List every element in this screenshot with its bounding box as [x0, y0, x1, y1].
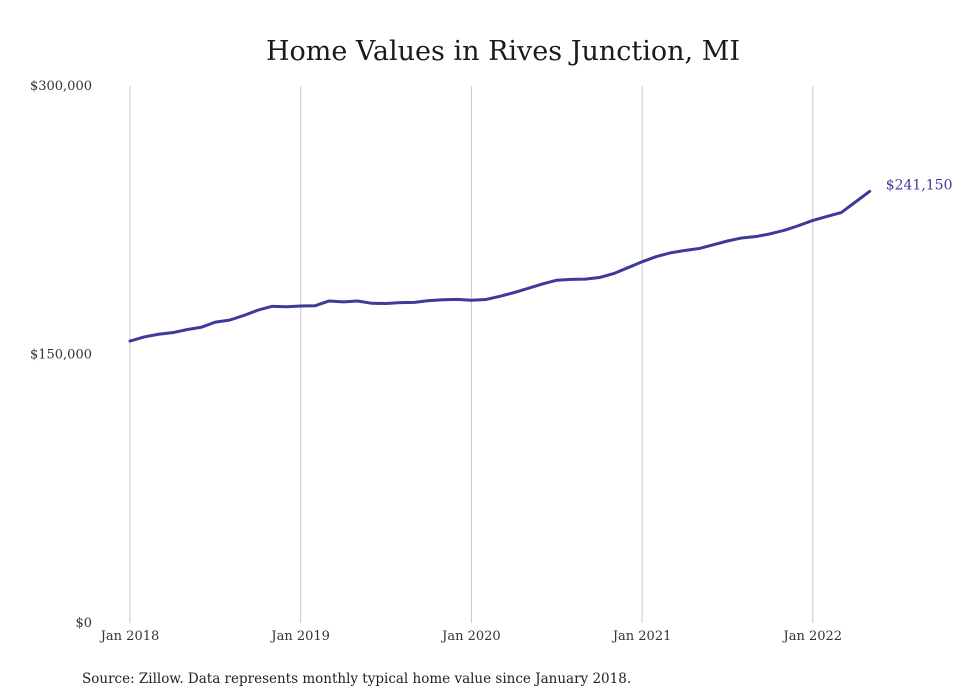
series-line — [128, 189, 872, 343]
y-tick-label: $0 — [75, 616, 92, 631]
x-axis-tick-labels: Jan 2018 Jan 2019 Jan 2020 Jan 2021 Jan 2022 — [99, 629, 842, 644]
chart-title: Home Values in Rives Junction, MI — [266, 36, 740, 67]
x-tick-label: Jan 2022 — [782, 629, 843, 644]
x-tick-label: Jan 2018 — [99, 629, 160, 644]
vertical-gridlines — [129, 86, 814, 623]
x-tick-label: Jan 2020 — [440, 629, 501, 644]
end-value-label: $241,150 — [886, 177, 953, 193]
x-tick-label: Jan 2021 — [611, 629, 672, 644]
x-tick-label: Jan 2019 — [269, 629, 330, 644]
y-tick-label: $150,000 — [30, 348, 92, 363]
y-axis-tick-labels: $0 $150,000 $300,000 — [30, 79, 92, 631]
y-tick-label: $300,000 — [30, 79, 92, 94]
source-note: Source: Zillow. Data represents monthly … — [82, 671, 631, 687]
series-layer: $241,150 — [128, 177, 953, 343]
